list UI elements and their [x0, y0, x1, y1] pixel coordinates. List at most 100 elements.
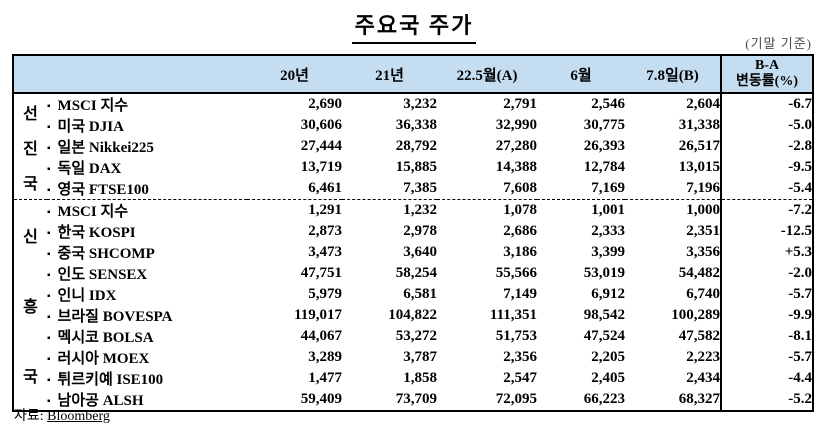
- row-name: MSCI 지수: [57, 98, 129, 114]
- value-cell: 7,608: [503, 180, 537, 196]
- value-cell: 32,990: [495, 117, 537, 133]
- row-name: 남아공 ALSH: [57, 393, 144, 409]
- square-bullet-icon: ▪: [47, 249, 51, 260]
- col-header-may22: 22.5월(A): [437, 55, 537, 94]
- square-bullet-icon: ▪: [47, 101, 51, 112]
- table-row: ▪ 인도 SENSEX 47,751 58,254 55,566 53,019 54,482…: [13, 263, 813, 284]
- value-cell: 44,067: [300, 328, 342, 344]
- value-cell: 2,604: [686, 96, 720, 112]
- value-cell: 2,405: [591, 370, 625, 386]
- change-cell: -9.9: [720, 305, 813, 326]
- value-cell: 55,566: [495, 265, 537, 281]
- row-name-cell: ▪ 일본 Nikkei225: [47, 136, 247, 157]
- table-row: ▪ 독일 DAX 13,719 15,885 14,388 12,784 13,015 -9.…: [13, 157, 813, 178]
- value-cell: 2,546: [591, 96, 625, 112]
- row-name: 튀르키예 ISE100: [57, 372, 164, 388]
- table-row: 신 흥 국 ▪ MSCI 지수 1,291 1,232 1,078 1,001 1,000 -7.2: [13, 199, 813, 411]
- value-cell: 7,196: [686, 180, 720, 196]
- value-cell: 47,751: [300, 265, 342, 281]
- change-cell: +5.3: [720, 242, 813, 263]
- value-cell: 5,979: [308, 286, 342, 302]
- table-row: ▪ 브라질 BOVESPA 119,017 104,822 111,351 98,542 1…: [13, 305, 813, 326]
- col-header-jul8: 7.8일(B): [625, 55, 721, 94]
- row-name: 한국 KOSPI: [57, 225, 136, 241]
- source-note: 자료: Bloomberg: [14, 405, 110, 425]
- value-cell: 3,473: [308, 244, 342, 260]
- table-row: ▪ 일본 Nikkei225 27,444 28,792 27,280 26,393 26,…: [13, 136, 813, 157]
- change-cell: -12.5: [720, 221, 813, 242]
- value-cell: 119,017: [294, 307, 342, 323]
- value-cell: 1,000: [625, 199, 721, 221]
- value-cell: 6,740: [686, 286, 720, 302]
- value-cell: 27,444: [300, 138, 342, 154]
- row-name: 브라질 BOVESPA: [57, 309, 173, 325]
- value-cell: 58,254: [395, 265, 437, 281]
- value-cell: 6,912: [591, 286, 625, 302]
- row-name: MSCI 지수: [57, 204, 129, 220]
- row-name: 인니 IDX: [57, 288, 117, 304]
- row-name-cell: ▪ 인도 SENSEX: [47, 263, 247, 284]
- value-cell: 59,409: [300, 391, 342, 407]
- row-name-cell: ▪ 멕시코 BOLSA: [47, 326, 247, 347]
- value-cell: 1,001: [537, 199, 625, 221]
- change-cell: -6.7: [720, 93, 813, 115]
- table-row: ▪ 한국 KOSPI 2,873 2,978 2,686 2,333 2,351 -12.5: [13, 221, 813, 242]
- source-name: Bloomberg: [47, 409, 110, 424]
- value-cell: 2,351: [686, 223, 720, 239]
- group-label-char: 신: [23, 229, 38, 246]
- table-row: ▪ 튀르키예 ISE100 1,477 1,858 2,547 2,405 2,434 -4.…: [13, 368, 813, 389]
- value-cell: 2,873: [308, 223, 342, 239]
- change-cell: -2.8: [720, 136, 813, 157]
- change-header-line2: 변동률(%): [736, 74, 798, 89]
- square-bullet-icon: ▪: [47, 396, 51, 407]
- square-bullet-icon: ▪: [47, 143, 51, 154]
- group-label-char: 흥: [23, 299, 38, 316]
- square-bullet-icon: ▪: [47, 354, 51, 365]
- value-cell: 1,232: [342, 199, 437, 221]
- row-name-cell: ▪ MSCI 지수: [47, 93, 247, 115]
- square-bullet-icon: ▪: [47, 291, 51, 302]
- row-name-cell: ▪ 인니 IDX: [47, 284, 247, 305]
- row-name: 멕시코 BOLSA: [57, 330, 154, 346]
- row-name: 중국 SHCOMP: [57, 246, 155, 262]
- row-name-cell: ▪ 독일 DAX: [47, 157, 247, 178]
- col-header-june: 6월: [537, 55, 625, 94]
- row-name: 일본 Nikkei225: [57, 140, 154, 156]
- change-cell: -9.5: [720, 157, 813, 178]
- value-cell: 3,640: [403, 244, 437, 260]
- value-cell: 13,015: [678, 159, 720, 175]
- value-cell: 2,686: [503, 223, 537, 239]
- row-name: 독일 DAX: [57, 161, 122, 177]
- change-cell: -5.4: [720, 178, 813, 200]
- row-name-cell: ▪ 러시아 MOEX: [47, 347, 247, 368]
- group-label-char: 선: [23, 105, 38, 123]
- change-cell: -5.7: [720, 347, 813, 368]
- source-label: 자료:: [14, 409, 48, 424]
- value-cell: 31,338: [678, 117, 720, 133]
- value-cell: 28,792: [395, 138, 437, 154]
- value-cell: 12,784: [583, 159, 625, 175]
- col-header-2021: 21년: [342, 55, 437, 94]
- square-bullet-icon: ▪: [47, 185, 51, 196]
- value-cell: 3,232: [403, 96, 437, 112]
- page-title: 주요국 주가: [0, 0, 828, 44]
- value-cell: 6,581: [403, 286, 437, 302]
- value-cell: 7,385: [403, 180, 437, 196]
- table-row: ▪ 영국 FTSE100 6,461 7,385 7,608 7,169 7,196 -5.4: [13, 178, 813, 200]
- row-name: 미국 DJIA: [57, 119, 124, 135]
- table-row: 선 진 국 ▪ MSCI 지수 2,690 3,232 2,791 2,546 2,604 -6.7: [13, 93, 813, 193]
- table-row: ▪ 남아공 ALSH 59,409 73,709 72,095 66,223 68,327-…: [13, 389, 813, 411]
- table-body: 선 진 국 ▪ MSCI 지수 2,690 3,232 2,791 2,546 2,604 -6.7…: [13, 93, 813, 411]
- table-row: ▪ 러시아 MOEX 3,289 3,787 2,356 2,205 2,223 -5.7: [13, 347, 813, 368]
- row-name: 러시아 MOEX: [57, 351, 150, 367]
- value-cell: 66,223: [583, 391, 625, 407]
- row-name-cell: ▪ 영국 FTSE100: [47, 178, 247, 200]
- value-cell: 104,822: [388, 307, 437, 323]
- square-bullet-icon: ▪: [47, 312, 51, 323]
- header-row: 20년 21년 22.5월(A) 6월 7.8일(B) B-A 변동률(%): [13, 55, 813, 94]
- value-cell: 27,280: [495, 138, 537, 154]
- square-bullet-icon: ▪: [47, 122, 51, 133]
- group-label-char: 국: [23, 175, 38, 193]
- table-row: ▪ 멕시코 BOLSA 44,067 53,272 51,753 47,524 47,582…: [13, 326, 813, 347]
- row-name-cell: ▪ 중국 SHCOMP: [47, 242, 247, 263]
